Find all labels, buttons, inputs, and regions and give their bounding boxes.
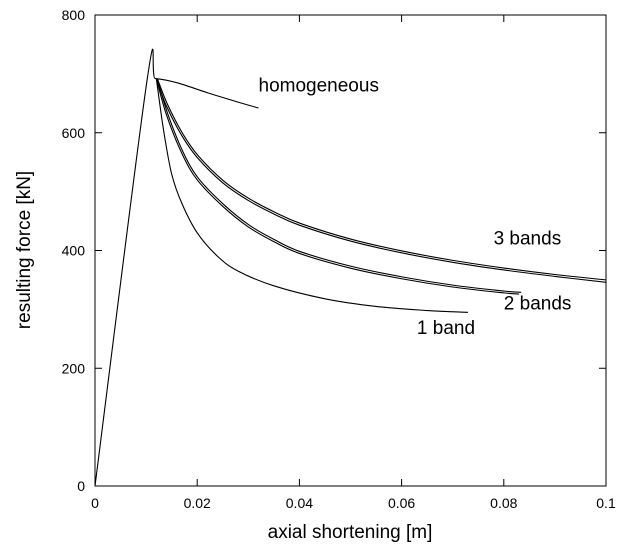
series-line-1-band xyxy=(155,78,469,313)
series-line-2-bands-a xyxy=(155,78,520,295)
annotation-label: 2 bands xyxy=(504,293,572,314)
y-tick-label: 600 xyxy=(62,125,86,141)
tick-labels: 0 0.02 0.04 0.06 0.08 0.1 0 200 400 600 800 xyxy=(62,7,616,511)
annotations: homogeneous 3 bands 2 bands 1 band xyxy=(259,76,572,340)
annotation-label: 3 bands xyxy=(494,229,562,250)
x-tick-label: 0.1 xyxy=(596,495,616,511)
y-tick-label: 200 xyxy=(62,360,86,376)
x-tick-label: 0.08 xyxy=(490,495,517,511)
annotation-label: homogeneous xyxy=(259,76,379,97)
y-tick-label: 800 xyxy=(62,7,86,23)
y-tick-label: 0 xyxy=(77,478,85,494)
series-line-3-bands-b xyxy=(156,78,607,281)
x-tick-label: 0.04 xyxy=(286,495,313,511)
series-line-2-bands-b xyxy=(156,78,522,293)
annotation-label: 1 band xyxy=(417,318,475,339)
series-lines xyxy=(94,48,607,487)
series-line-homogeneous xyxy=(94,48,259,487)
x-axis-title: axial shortening [m] xyxy=(268,522,433,543)
y-axis-title: resulting force [kN] xyxy=(14,171,35,329)
x-tick-label: 0 xyxy=(91,495,99,511)
x-tick-label: 0.02 xyxy=(184,495,211,511)
x-tick-label: 0.06 xyxy=(388,495,415,511)
ticks xyxy=(94,14,607,487)
y-tick-label: 400 xyxy=(62,243,86,259)
series-line-3-bands-a xyxy=(155,78,607,283)
